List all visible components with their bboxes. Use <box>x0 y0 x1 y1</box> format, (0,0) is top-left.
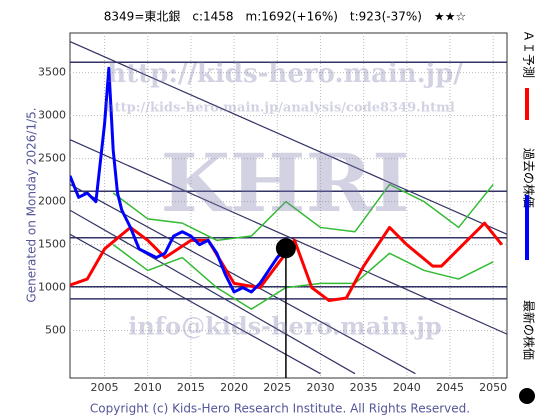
y-tick-label: 1000 <box>38 281 66 294</box>
plot-area <box>69 32 508 379</box>
y-tick-label: 3500 <box>38 66 66 79</box>
x-tick-label: 2025 <box>263 381 291 394</box>
trend-line <box>70 41 507 235</box>
x-tick-label: 2045 <box>436 381 464 394</box>
trend-line <box>70 233 321 375</box>
x-tick-label: 2040 <box>393 381 421 394</box>
copyright: Copyright (c) Kids-Hero Research Institu… <box>90 402 470 416</box>
x-tick-label: 2010 <box>134 381 162 394</box>
latest-point <box>275 238 296 259</box>
series-line <box>112 244 494 310</box>
watermark: KHRI <box>160 136 409 230</box>
y-tick-label: 500 <box>45 324 66 337</box>
x-tick-label: 2015 <box>177 381 205 394</box>
legend-label: 過去の株価 <box>522 148 537 208</box>
plot <box>70 33 507 378</box>
x-tick-label: 2005 <box>91 381 119 394</box>
series-line <box>70 221 503 303</box>
watermark: http://kids-hero.main.jp/analysis/code83… <box>105 101 455 116</box>
x-tick-label: 2050 <box>479 381 507 394</box>
y-tick-label: 2500 <box>38 152 66 165</box>
y-tick-label: 2000 <box>38 195 66 208</box>
trend-line <box>70 139 507 335</box>
chart-title: 8349=東北銀 c:1458 m:1692(+16%) t:923(-37%)… <box>104 10 466 24</box>
series-line <box>70 66 288 294</box>
legend-label: ＡＩ予測 <box>522 30 536 78</box>
legend-label: 最新の株価 <box>522 300 537 360</box>
overlay <box>275 238 296 259</box>
y-tick-label: 1500 <box>38 238 66 251</box>
trend-line <box>70 183 416 375</box>
series-line <box>112 183 494 242</box>
x-tick-label: 2035 <box>350 381 378 394</box>
watermark: info@kids-hero.main.jp <box>128 312 442 341</box>
legend-swatch <box>519 388 535 404</box>
generated-note: Generated on Monday 2026/1/5. <box>25 107 39 302</box>
y-tick-label: 3000 <box>38 109 66 122</box>
watermark: http://kids-hero.main.jp/ <box>107 59 463 89</box>
x-tick-label: 2020 <box>220 381 248 394</box>
x-tick-label: 2030 <box>306 381 334 394</box>
